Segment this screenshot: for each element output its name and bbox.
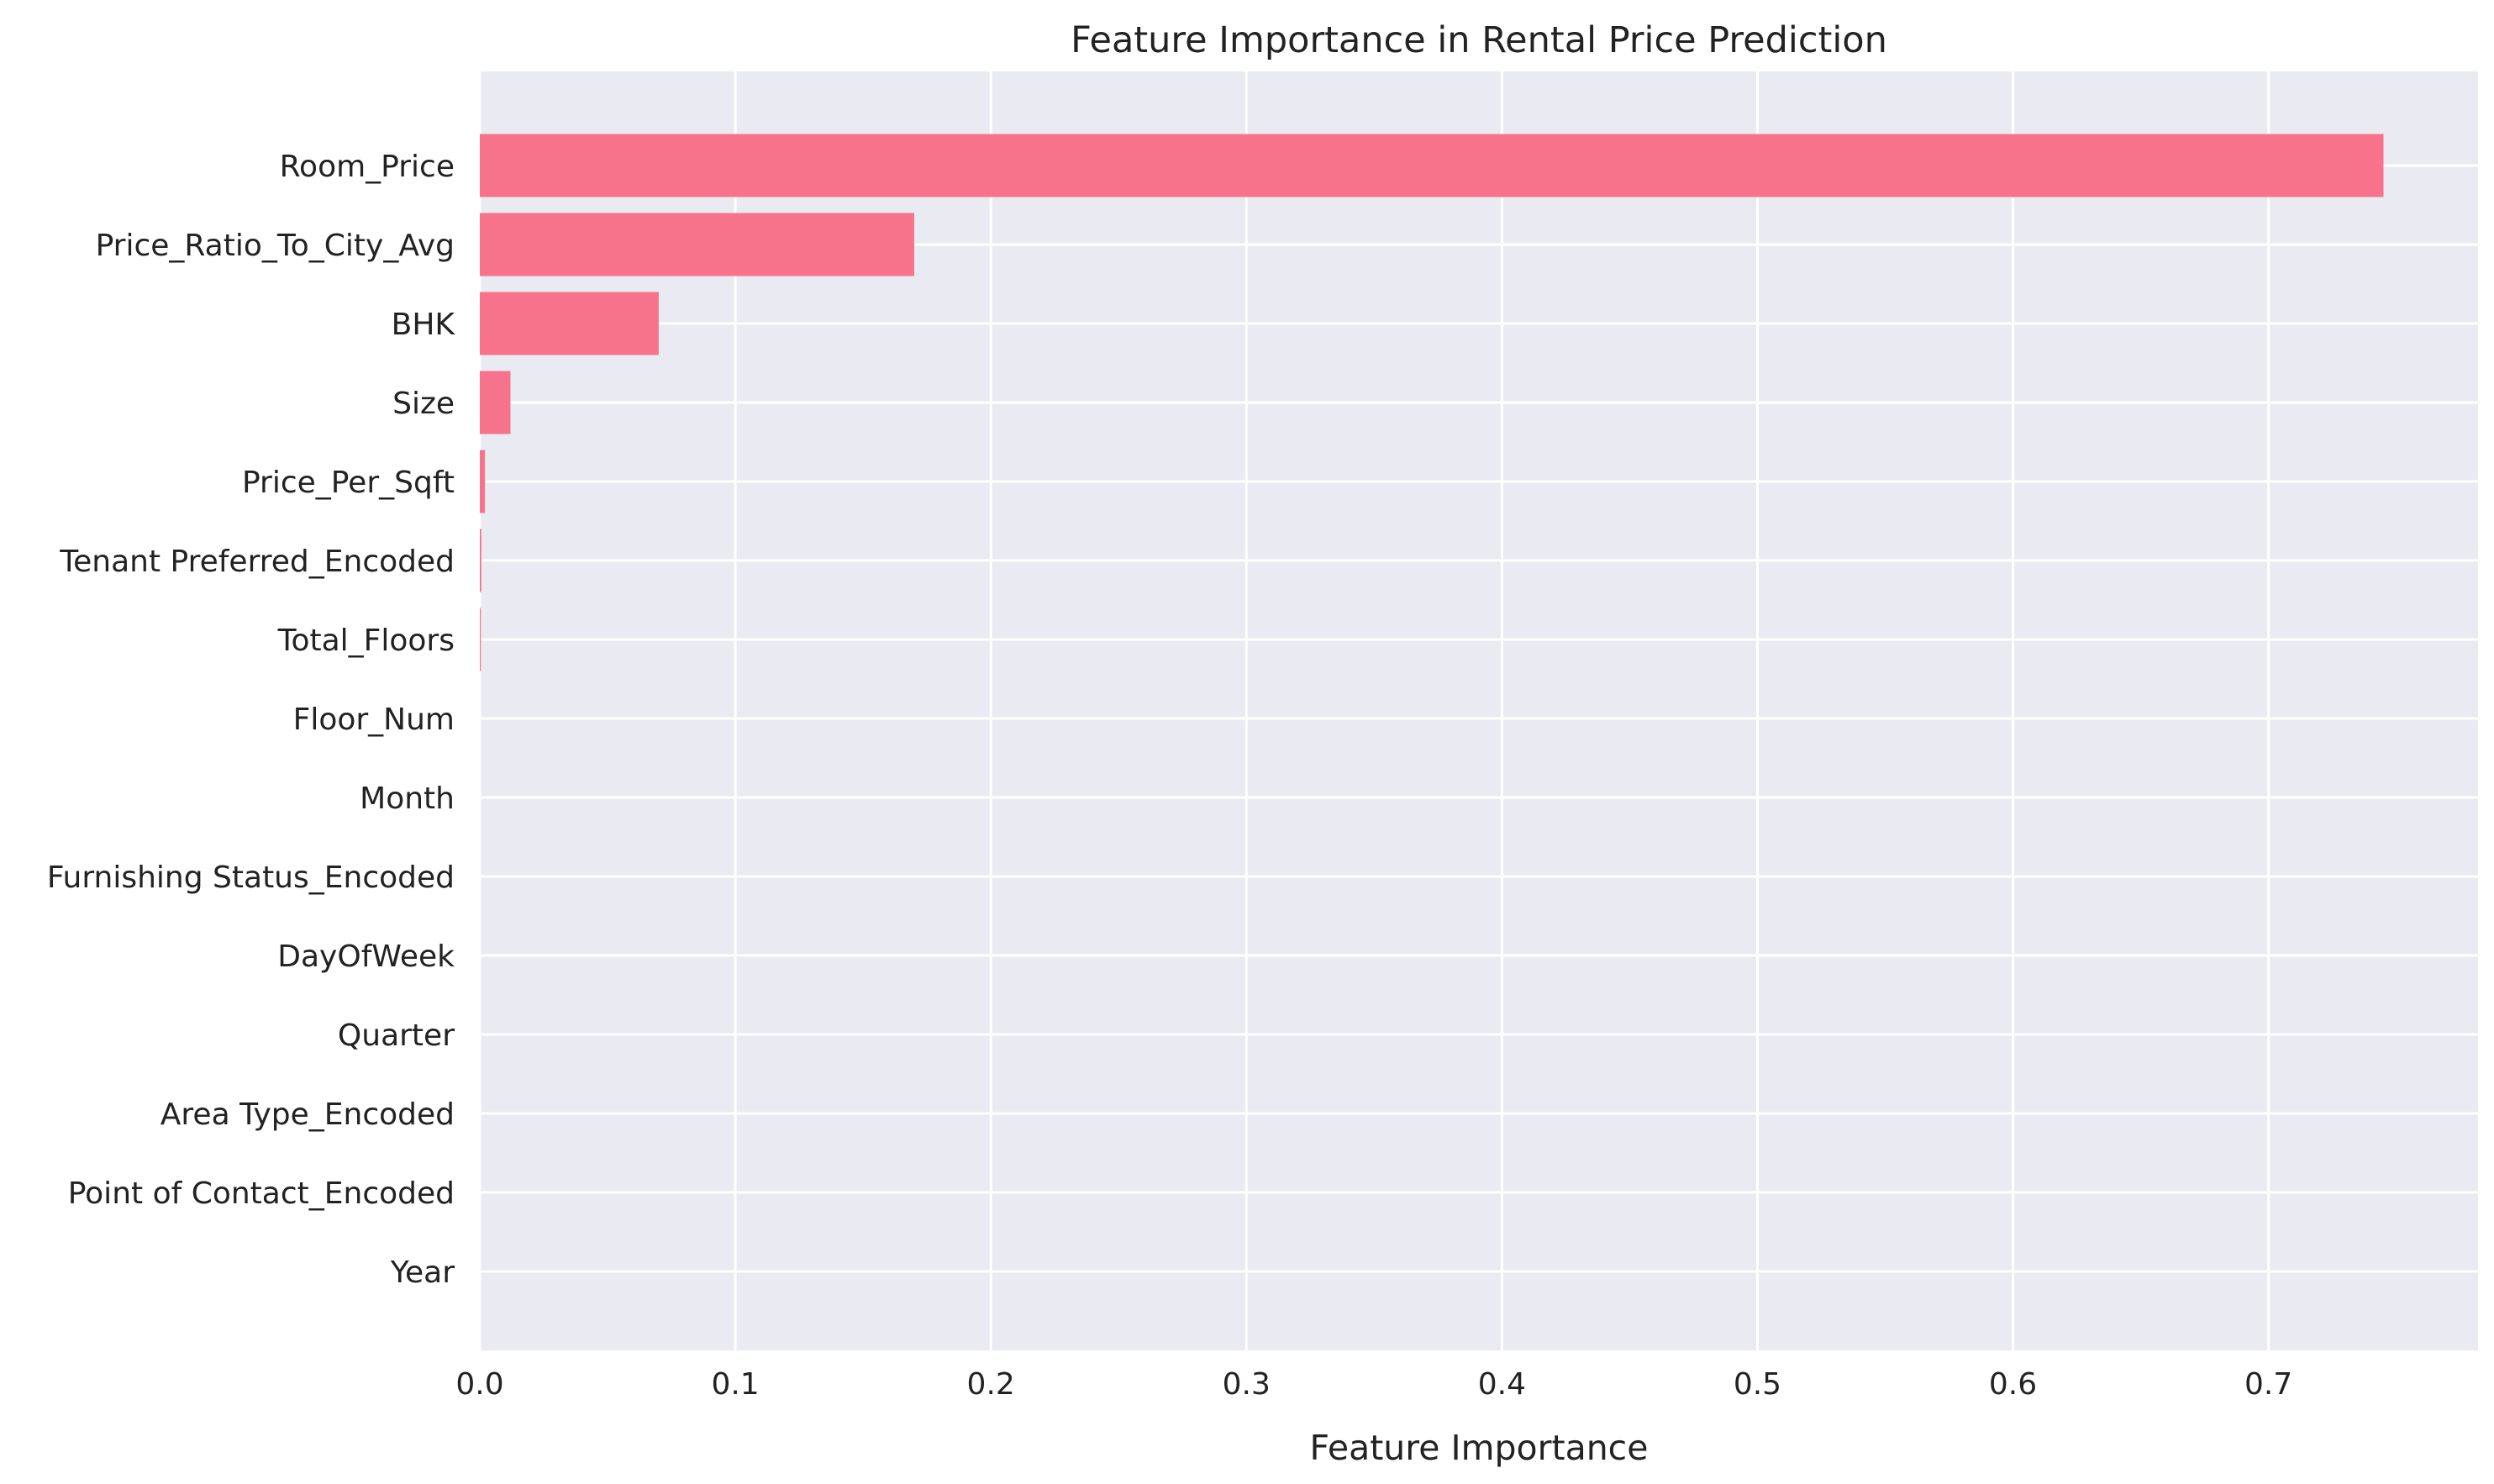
x-tick-label: 0.1 xyxy=(711,1367,759,1402)
x-tick-label: 0.5 xyxy=(1734,1367,1781,1402)
x-tick-label: 0.4 xyxy=(1478,1367,1526,1402)
y-tick-label: Furnishing Status_Encoded xyxy=(47,860,455,895)
y-tick-label: Floor_Num xyxy=(293,703,455,737)
y-tick-label: Room_Price xyxy=(280,150,455,184)
bar-price-ratio-to-city-avg xyxy=(480,213,914,276)
y-tick-label: BHK xyxy=(392,308,456,342)
y-tick-label: Point of Contact_Encoded xyxy=(68,1176,455,1211)
y-tick-label: Month xyxy=(360,781,455,816)
x-tick-label: 0.7 xyxy=(2244,1367,2292,1402)
bar-price-per-sqft xyxy=(480,450,486,513)
y-tick-label: DayOfWeek xyxy=(277,939,455,974)
y-tick-label: Area Type_Encoded xyxy=(160,1097,455,1132)
bars xyxy=(480,134,2384,671)
bar-room-price xyxy=(480,134,2384,197)
y-tick-label: Quarter xyxy=(338,1018,455,1053)
bar-tenant-preferred-encoded xyxy=(480,529,481,592)
x-tick-labels: 0.0 0.1 0.2 0.3 0.4 0.5 0.6 0.7 xyxy=(455,1367,2292,1402)
bar-total-floors xyxy=(480,608,481,671)
y-tick-label: Total_Floors xyxy=(277,624,455,658)
y-tick-label: Price_Per_Sqft xyxy=(242,466,455,500)
chart-title: Feature Importance in Rental Price Predi… xyxy=(1071,19,1887,61)
x-tick-label: 0.6 xyxy=(1989,1367,2037,1402)
y-tick-labels: Room_Price Price_Ratio_To_City_Avg BHK Size… xyxy=(47,150,456,1290)
y-tick-label: Price_Ratio_To_City_Avg xyxy=(96,229,455,263)
y-tick-label: Size xyxy=(392,387,455,421)
x-tick-label: 0.0 xyxy=(455,1367,503,1402)
y-tick-label: Tenant Preferred_Encoded xyxy=(59,545,455,579)
x-axis-label: Feature Importance xyxy=(1310,1428,1649,1468)
plot-background xyxy=(480,71,2478,1350)
bar-size xyxy=(480,371,511,434)
x-tick-label: 0.2 xyxy=(967,1367,1015,1402)
y-tick-label: Year xyxy=(390,1255,455,1290)
x-tick-label: 0.3 xyxy=(1223,1367,1271,1402)
bar-bhk xyxy=(480,292,659,355)
